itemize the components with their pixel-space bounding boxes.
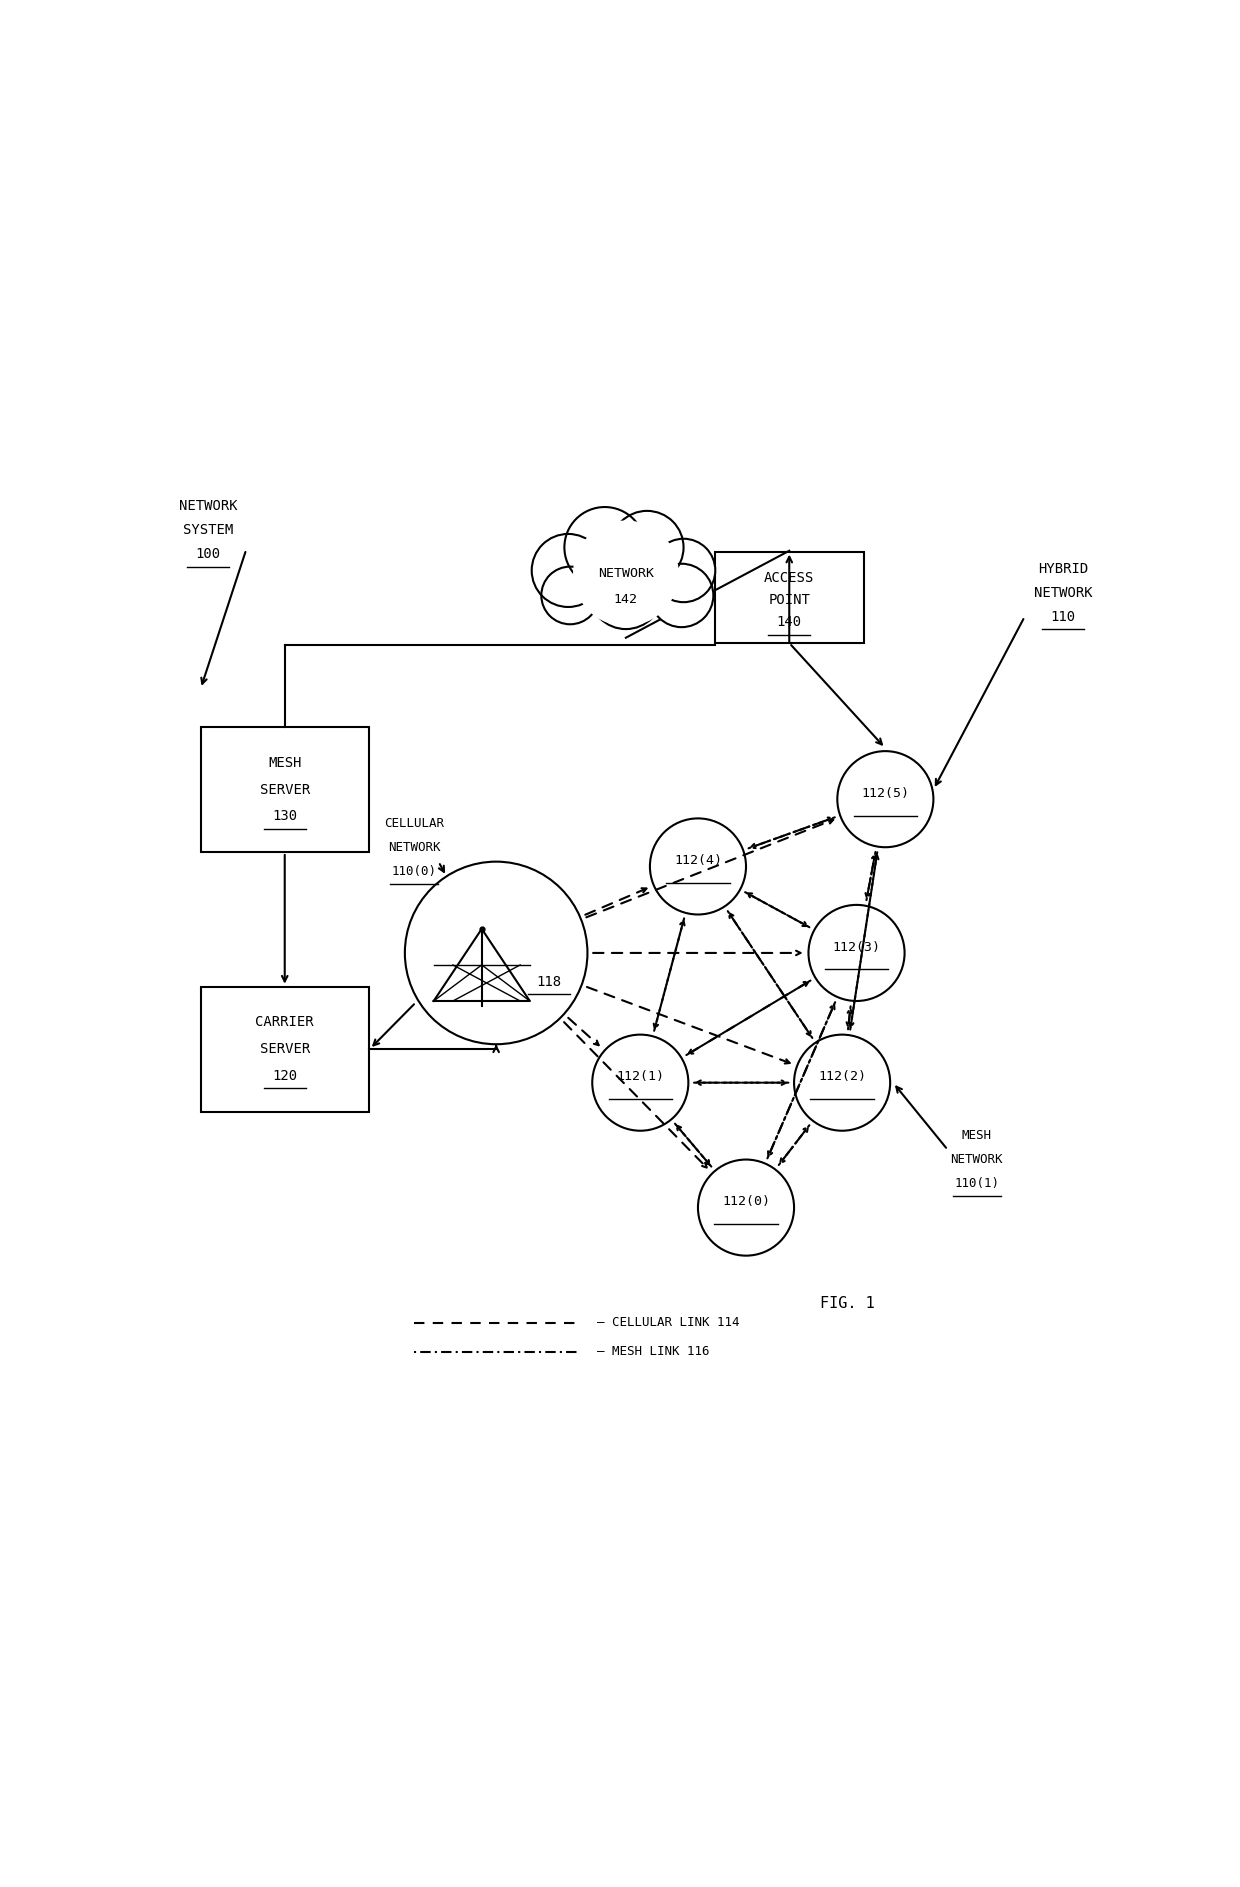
Circle shape	[650, 564, 713, 626]
Text: 112(1): 112(1)	[616, 1070, 665, 1083]
Text: NETWORK: NETWORK	[1034, 585, 1092, 600]
Text: 100: 100	[195, 547, 221, 560]
Text: NETWORK: NETWORK	[598, 566, 653, 579]
Text: 112(3): 112(3)	[832, 940, 880, 953]
Circle shape	[610, 511, 683, 583]
Text: 120: 120	[272, 1068, 298, 1083]
FancyArrowPatch shape	[675, 1123, 709, 1164]
FancyArrowPatch shape	[587, 819, 833, 917]
FancyArrowPatch shape	[768, 1004, 835, 1159]
FancyArrowPatch shape	[587, 987, 790, 1064]
FancyArrowPatch shape	[847, 1006, 851, 1027]
Text: SYSTEM: SYSTEM	[182, 523, 233, 538]
FancyArrowPatch shape	[585, 889, 646, 915]
FancyArrowPatch shape	[749, 817, 832, 849]
FancyArrowPatch shape	[728, 911, 811, 1036]
FancyArrowPatch shape	[768, 1002, 836, 1157]
FancyArrowPatch shape	[655, 921, 684, 1030]
Text: — CELLULAR LINK 114: — CELLULAR LINK 114	[596, 1317, 739, 1330]
Text: 112(0): 112(0)	[722, 1194, 770, 1208]
FancyArrowPatch shape	[653, 919, 684, 1028]
Text: — MESH LINK 116: — MESH LINK 116	[596, 1345, 709, 1359]
Text: SERVER: SERVER	[259, 1042, 310, 1057]
FancyArrowPatch shape	[745, 893, 807, 927]
Text: 110(0): 110(0)	[392, 864, 436, 877]
FancyArrowPatch shape	[780, 1125, 810, 1162]
Circle shape	[542, 566, 599, 625]
Bar	[201, 726, 368, 853]
Text: MESH: MESH	[962, 1128, 992, 1142]
FancyArrowPatch shape	[568, 1017, 599, 1045]
FancyArrowPatch shape	[593, 951, 801, 955]
FancyArrowPatch shape	[750, 817, 835, 847]
FancyArrowPatch shape	[564, 1023, 707, 1168]
FancyArrowPatch shape	[866, 851, 875, 898]
Text: 142: 142	[614, 593, 637, 606]
Circle shape	[532, 534, 605, 608]
Circle shape	[589, 557, 662, 628]
Text: 130: 130	[272, 810, 298, 823]
Text: 112(4): 112(4)	[675, 855, 722, 868]
FancyArrowPatch shape	[779, 1127, 808, 1164]
Bar	[201, 987, 368, 1111]
Text: ACCESS: ACCESS	[764, 572, 815, 585]
Text: FIG. 1: FIG. 1	[820, 1296, 874, 1311]
Text: CELLULAR: CELLULAR	[384, 817, 444, 830]
FancyArrowPatch shape	[748, 893, 810, 927]
FancyArrowPatch shape	[687, 981, 808, 1055]
Text: CARRIER: CARRIER	[255, 1015, 314, 1028]
Text: 112(5): 112(5)	[862, 787, 909, 800]
FancyArrowPatch shape	[848, 1010, 852, 1028]
Circle shape	[652, 540, 715, 602]
Text: 140: 140	[776, 615, 802, 630]
FancyArrowPatch shape	[851, 855, 878, 1030]
Text: NETWORK: NETWORK	[179, 498, 237, 513]
Bar	[714, 551, 864, 643]
FancyArrowPatch shape	[867, 855, 877, 900]
Text: 110(1): 110(1)	[954, 1177, 999, 1191]
FancyArrowPatch shape	[729, 913, 812, 1038]
Circle shape	[564, 508, 645, 587]
Text: 112(2): 112(2)	[818, 1070, 866, 1083]
Text: NETWORK: NETWORK	[388, 842, 440, 853]
Text: SERVER: SERVER	[259, 783, 310, 796]
Text: HYBRID: HYBRID	[1038, 562, 1089, 576]
FancyArrowPatch shape	[697, 1081, 789, 1085]
FancyArrowPatch shape	[688, 981, 811, 1053]
Text: NETWORK: NETWORK	[950, 1153, 1003, 1166]
Text: MESH: MESH	[268, 755, 301, 770]
Text: POINT: POINT	[769, 593, 810, 608]
FancyArrowPatch shape	[677, 1125, 712, 1166]
Circle shape	[573, 521, 678, 626]
Text: 110: 110	[1050, 610, 1076, 623]
FancyArrowPatch shape	[849, 853, 877, 1027]
FancyArrowPatch shape	[694, 1081, 786, 1085]
Text: 118: 118	[537, 976, 562, 989]
